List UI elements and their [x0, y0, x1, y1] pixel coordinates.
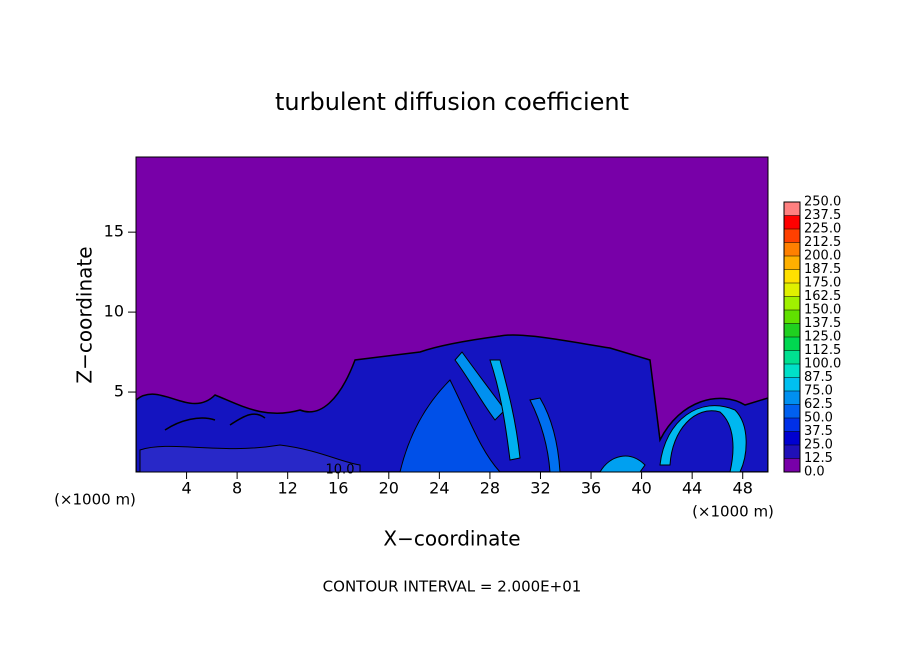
- y-tick-label: 5: [114, 382, 124, 401]
- x-axis-label: X−coordinate: [383, 527, 520, 551]
- colorbar-swatch: [784, 242, 800, 256]
- colorbar-swatch: [784, 377, 800, 391]
- colorbar-swatch: [784, 350, 800, 364]
- x-tick-label: 32: [530, 479, 550, 498]
- colorbar-swatch: [784, 256, 800, 270]
- colorbar-label: 187.5: [804, 262, 841, 277]
- colorbar-swatch: [784, 229, 800, 243]
- colorbar-label: 100.0: [804, 357, 841, 372]
- colorbar-label: 175.0: [804, 276, 841, 291]
- x-tick-label: 16: [328, 479, 348, 498]
- colorbar-swatch: [784, 431, 800, 445]
- colorbar-swatch: [784, 215, 800, 229]
- x-tick-label: 12: [278, 479, 298, 498]
- colorbar-label: 87.5: [804, 370, 833, 385]
- x-unit-label: (×1000 m): [54, 491, 136, 509]
- contour-interval-note: CONTOUR INTERVAL = 2.000E+01: [323, 578, 582, 596]
- colorbar-swatch: [784, 418, 800, 432]
- x-tick-label: 8: [232, 479, 242, 498]
- colorbar-label: 125.0: [804, 330, 841, 345]
- plot-frame: [135, 156, 769, 473]
- colorbar-label: 25.0: [804, 438, 833, 453]
- colorbar-label: 75.0: [804, 384, 833, 399]
- colorbar-label: 212.5: [804, 235, 841, 250]
- colorbar-swatch: [784, 337, 800, 351]
- colorbar-swatch: [784, 458, 800, 472]
- colorbar-label: 137.5: [804, 316, 841, 331]
- colorbar-swatch: [784, 296, 800, 310]
- y-axis-label: Z−coordinate: [73, 246, 97, 383]
- colorbar-label: 237.5: [804, 208, 841, 223]
- colorbar-swatch: [784, 310, 800, 324]
- colorbar-label: 62.5: [804, 397, 833, 412]
- colorbar-label: 225.0: [804, 222, 841, 237]
- colorbar-swatch: [784, 323, 800, 337]
- x-tick-label: 36: [581, 479, 601, 498]
- colorbar-label: 50.0: [804, 411, 833, 426]
- x-tick-label: 24: [429, 479, 449, 498]
- colorbar-label: 250.0: [804, 195, 841, 210]
- x-tick-label: 44: [682, 479, 702, 498]
- x-tick-label: 20: [379, 479, 399, 498]
- x-unit-label: (×1000 m): [692, 503, 774, 521]
- colorbar-label: 0.0: [804, 465, 825, 480]
- x-tick-label: 40: [631, 479, 651, 498]
- colorbar-swatch: [784, 364, 800, 378]
- colorbar-label: 150.0: [804, 303, 841, 318]
- colorbar-label: 162.5: [804, 289, 841, 304]
- y-tick-label: 10: [104, 302, 124, 321]
- colorbar-label: 12.5: [804, 451, 833, 466]
- contour-label: 10.0: [326, 463, 355, 478]
- x-tick-label: 4: [181, 479, 191, 498]
- colorbar-swatch: [784, 269, 800, 283]
- colorbar-swatch: [784, 445, 800, 459]
- colorbar-swatch: [784, 404, 800, 418]
- colorbar-label: 112.5: [804, 343, 841, 358]
- field: [136, 334, 768, 472]
- colorbar-swatch: [784, 283, 800, 297]
- x-tick-label: 48: [733, 479, 753, 498]
- colorbar-swatch: [784, 202, 800, 216]
- chart-title: turbulent diffusion coefficient: [275, 88, 629, 116]
- colorbar-label: 200.0: [804, 249, 841, 264]
- x-tick-label: 28: [480, 479, 500, 498]
- colorbar-label: 37.5: [804, 424, 833, 439]
- colorbar-swatch: [784, 391, 800, 405]
- y-tick-label: 15: [104, 222, 124, 241]
